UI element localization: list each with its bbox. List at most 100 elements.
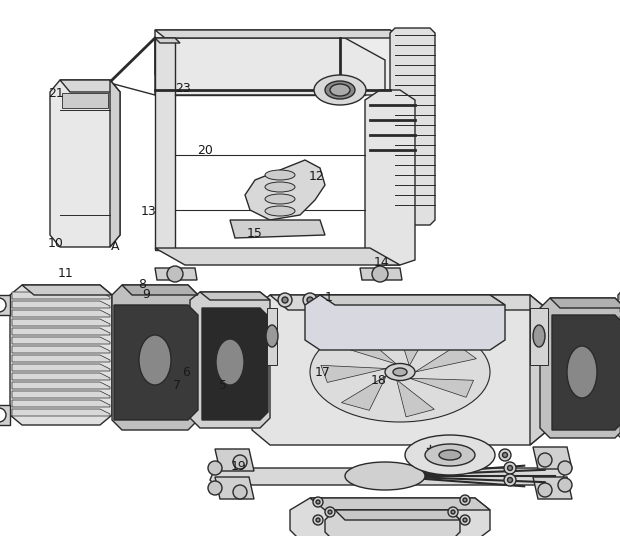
Polygon shape — [12, 364, 110, 371]
Polygon shape — [321, 366, 386, 383]
Circle shape — [424, 442, 436, 454]
Ellipse shape — [265, 170, 295, 180]
Text: 14: 14 — [373, 256, 389, 269]
Circle shape — [460, 515, 470, 525]
Circle shape — [508, 465, 513, 471]
Polygon shape — [12, 301, 110, 308]
Circle shape — [233, 455, 247, 469]
Polygon shape — [12, 292, 110, 299]
Text: 11: 11 — [57, 267, 73, 280]
Polygon shape — [390, 28, 435, 225]
Circle shape — [504, 474, 516, 486]
Ellipse shape — [330, 84, 350, 96]
Circle shape — [504, 462, 516, 474]
Ellipse shape — [425, 444, 475, 466]
Polygon shape — [305, 295, 505, 350]
Polygon shape — [360, 268, 402, 280]
Ellipse shape — [385, 363, 415, 381]
Polygon shape — [155, 248, 400, 265]
Polygon shape — [114, 305, 198, 420]
Ellipse shape — [139, 335, 171, 385]
Polygon shape — [190, 292, 270, 428]
Polygon shape — [0, 295, 10, 315]
Polygon shape — [122, 285, 198, 295]
Text: 9: 9 — [142, 288, 149, 301]
Polygon shape — [530, 295, 548, 445]
Circle shape — [0, 298, 6, 312]
Ellipse shape — [310, 322, 490, 422]
Polygon shape — [415, 345, 476, 372]
Polygon shape — [550, 298, 620, 308]
Ellipse shape — [325, 81, 355, 99]
Ellipse shape — [567, 346, 597, 398]
Circle shape — [233, 485, 247, 499]
Polygon shape — [398, 330, 429, 366]
Text: 8: 8 — [139, 278, 146, 291]
Circle shape — [278, 293, 292, 307]
Ellipse shape — [265, 182, 295, 192]
Polygon shape — [245, 160, 325, 220]
Circle shape — [499, 449, 511, 461]
Polygon shape — [155, 30, 400, 38]
Polygon shape — [552, 315, 620, 430]
Circle shape — [448, 507, 458, 517]
Polygon shape — [155, 38, 180, 43]
Polygon shape — [310, 498, 490, 510]
Text: A: A — [110, 240, 119, 253]
Circle shape — [316, 518, 320, 522]
Polygon shape — [50, 80, 120, 247]
Circle shape — [313, 515, 323, 525]
Text: 12: 12 — [308, 170, 324, 183]
Text: 19: 19 — [231, 460, 247, 473]
Polygon shape — [12, 382, 110, 389]
Circle shape — [538, 453, 552, 467]
Text: 6: 6 — [182, 366, 190, 379]
Circle shape — [463, 498, 467, 502]
Polygon shape — [200, 292, 270, 300]
Circle shape — [460, 495, 470, 505]
Polygon shape — [210, 468, 565, 485]
Polygon shape — [365, 90, 415, 265]
Text: 23: 23 — [175, 82, 191, 95]
Ellipse shape — [265, 194, 295, 204]
Polygon shape — [155, 38, 175, 250]
Circle shape — [0, 408, 6, 422]
Polygon shape — [325, 510, 460, 536]
Circle shape — [558, 461, 572, 475]
Circle shape — [282, 297, 288, 303]
Circle shape — [325, 507, 335, 517]
Ellipse shape — [265, 206, 295, 216]
Polygon shape — [12, 355, 110, 362]
Polygon shape — [12, 391, 110, 398]
Polygon shape — [270, 295, 548, 310]
Circle shape — [372, 266, 388, 282]
Polygon shape — [62, 93, 108, 108]
Polygon shape — [12, 346, 110, 353]
Ellipse shape — [439, 450, 461, 460]
Ellipse shape — [533, 325, 545, 347]
Text: 13: 13 — [141, 205, 157, 218]
Polygon shape — [540, 298, 620, 438]
Circle shape — [463, 518, 467, 522]
Text: 17: 17 — [314, 366, 330, 379]
Text: 1: 1 — [325, 291, 332, 304]
Circle shape — [508, 478, 513, 482]
Polygon shape — [215, 477, 254, 499]
Circle shape — [558, 478, 572, 492]
Ellipse shape — [216, 339, 244, 385]
Polygon shape — [110, 80, 120, 247]
Polygon shape — [230, 220, 325, 238]
Ellipse shape — [345, 462, 425, 490]
Text: 7: 7 — [173, 379, 180, 392]
Polygon shape — [215, 449, 254, 471]
Circle shape — [208, 481, 222, 495]
Polygon shape — [12, 310, 110, 317]
Polygon shape — [12, 319, 110, 326]
Polygon shape — [267, 308, 277, 365]
Polygon shape — [530, 308, 548, 365]
Text: 20: 20 — [197, 144, 213, 157]
Polygon shape — [290, 498, 490, 536]
Ellipse shape — [314, 75, 366, 105]
Text: 15: 15 — [246, 227, 262, 240]
Circle shape — [316, 500, 320, 504]
